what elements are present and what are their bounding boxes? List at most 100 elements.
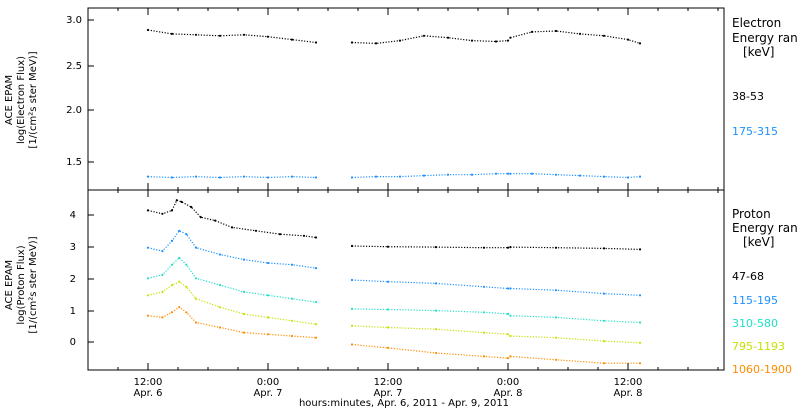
proton-data-point <box>509 314 512 317</box>
proton-series-4-segment <box>510 355 640 364</box>
proton-data-point <box>386 308 390 311</box>
proton-data-point <box>314 323 318 326</box>
proton-data-point <box>170 284 174 287</box>
proton-data-point <box>185 233 188 236</box>
electron-data-point <box>266 176 270 179</box>
proton-data-point <box>602 340 606 343</box>
electron-series-1-segment <box>510 173 641 179</box>
electron-data-point <box>242 33 246 36</box>
proton-data-point <box>194 321 198 324</box>
proton-data-point <box>194 297 198 300</box>
proton-data-point <box>638 248 642 251</box>
proton-data-point <box>554 336 558 339</box>
proton-ylabel-line-3: [1/(cm²s ster MeV)] <box>28 236 39 333</box>
proton-data-point <box>194 246 198 249</box>
electron-legend-title-line-3: [keV] <box>743 45 774 59</box>
proton-data-point <box>146 314 150 317</box>
proton-data-point <box>146 246 150 249</box>
electron-data-point <box>422 34 426 37</box>
x-tick-time-label: 0:00 <box>257 377 279 388</box>
x-tick-date-label: Apr. 6 <box>133 388 162 399</box>
electron-data-point <box>314 176 318 179</box>
electron-ytick-label: 3.0 <box>66 15 82 26</box>
electron-data-layer <box>146 28 642 179</box>
proton-data-point <box>509 334 512 338</box>
electron-legend: Electron Energy ran [keV] 38-53 175-315 <box>732 16 798 138</box>
proton-data-point <box>509 287 512 290</box>
proton-series-2-segment <box>147 257 317 303</box>
electron-data-point <box>314 41 318 44</box>
proton-legend-title-line-3: [keV] <box>743 235 774 249</box>
proton-data-point <box>314 336 318 339</box>
proton-data-point <box>350 244 354 248</box>
proton-data-point <box>638 294 642 297</box>
proton-data-point <box>350 324 354 327</box>
x-tick-time-label: 12:00 <box>134 377 163 388</box>
proton-data-point <box>242 258 246 261</box>
proton-data-point <box>230 226 234 229</box>
proton-data-point <box>290 263 294 266</box>
proton-data-point <box>434 282 438 285</box>
electron-series-1-segment <box>147 175 317 179</box>
electron-series-1-segment <box>351 173 508 179</box>
electron-data-point <box>626 176 630 179</box>
electron-data-point <box>146 28 150 32</box>
proton-data-point <box>170 209 174 212</box>
electron-data-point <box>194 175 198 178</box>
proton-data-point <box>602 362 606 365</box>
proton-data-point <box>290 297 294 300</box>
proton-data-point <box>161 316 164 319</box>
proton-data-point <box>482 246 486 249</box>
proton-data-point <box>161 250 164 253</box>
proton-plot-frame <box>87 189 725 371</box>
electron-ylabel-line-3: [1/(cm²s ster MeV)] <box>28 51 39 148</box>
proton-data-point <box>242 290 246 293</box>
proton-data-point <box>266 316 270 319</box>
proton-data-point <box>190 205 193 209</box>
electron-data-point <box>146 175 150 178</box>
proton-legend-entry: 47-68 <box>732 270 764 283</box>
electron-data-point <box>530 172 534 175</box>
electron-data-point <box>602 34 606 37</box>
x-tick-date-label: Apr. 7 <box>373 388 402 399</box>
proton-data-point <box>185 263 188 266</box>
proton-data-point <box>161 273 164 276</box>
electron-data-point <box>509 36 512 39</box>
electron-yticks: 1.5 2.0 2.5 3.0 <box>66 15 94 168</box>
proton-legend-entry: 115-195 <box>732 294 778 307</box>
proton-legend-entry: 1060-1900 <box>732 363 792 376</box>
proton-data-point <box>602 319 606 322</box>
electron-data-point <box>266 35 270 38</box>
proton-data-point <box>290 319 294 322</box>
proton-data-point <box>350 278 354 282</box>
proton-data-point <box>350 307 354 310</box>
proton-data-point <box>509 246 512 249</box>
proton-series-0-segment <box>147 199 317 239</box>
electron-data-point <box>602 175 606 178</box>
proton-data-point <box>278 233 282 236</box>
proton-data-point <box>266 294 270 297</box>
proton-data-point <box>290 334 294 338</box>
x-tick-time-label: 0:00 <box>497 377 519 388</box>
proton-legend-title-line-2: Energy ran <box>732 221 798 235</box>
electron-data-point <box>554 29 558 33</box>
proton-ytick-label: 3 <box>70 242 76 253</box>
proton-data-point <box>482 285 486 288</box>
proton-legend-entry: 795-1193 <box>732 340 785 353</box>
proton-data-point <box>218 253 222 256</box>
proton-data-point <box>482 331 486 334</box>
proton-series-3-segment <box>510 335 641 344</box>
proton-data-point <box>314 267 318 270</box>
electron-data-point <box>638 42 642 45</box>
proton-data-point <box>242 312 246 316</box>
electron-data-point <box>350 41 354 44</box>
electron-data-point <box>242 175 246 178</box>
electron-data-point <box>218 176 222 179</box>
electron-data-point <box>374 175 378 178</box>
proton-data-point <box>180 200 183 203</box>
proton-data-point <box>218 306 222 309</box>
proton-data-point <box>482 311 486 314</box>
proton-series-0-segment <box>510 246 641 250</box>
proton-data-point <box>554 246 558 249</box>
proton-data-point <box>554 316 558 319</box>
